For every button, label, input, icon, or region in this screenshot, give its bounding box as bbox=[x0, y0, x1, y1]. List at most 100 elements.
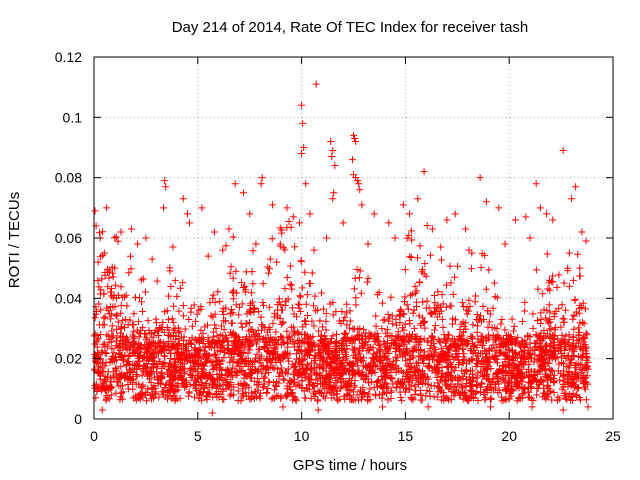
data-point bbox=[355, 180, 363, 188]
axis-ticks bbox=[93, 56, 614, 420]
data-point bbox=[383, 326, 391, 334]
data-point bbox=[450, 342, 458, 350]
data-point bbox=[91, 382, 99, 390]
data-point bbox=[167, 349, 175, 357]
data-point bbox=[468, 393, 476, 401]
data-point bbox=[572, 391, 580, 399]
data-point bbox=[329, 195, 337, 203]
data-point bbox=[114, 318, 122, 326]
data-point bbox=[497, 335, 505, 343]
data-point bbox=[239, 390, 247, 398]
data-point bbox=[452, 353, 460, 361]
data-point bbox=[276, 242, 284, 250]
data-point bbox=[366, 385, 374, 393]
data-point bbox=[231, 180, 239, 188]
data-point bbox=[497, 348, 505, 356]
data-point bbox=[208, 383, 216, 391]
data-point bbox=[504, 339, 512, 347]
data-point bbox=[100, 290, 108, 298]
data-point bbox=[216, 331, 224, 339]
data-point bbox=[204, 334, 212, 342]
data-point bbox=[266, 255, 274, 263]
data-point bbox=[350, 285, 358, 293]
data-point bbox=[117, 309, 125, 317]
data-point bbox=[269, 201, 277, 209]
data-point bbox=[220, 377, 228, 385]
data-point bbox=[382, 329, 390, 337]
data-point bbox=[334, 364, 342, 372]
data-point bbox=[333, 395, 341, 403]
data-point bbox=[169, 343, 177, 351]
data-point bbox=[241, 288, 249, 296]
data-point bbox=[111, 234, 119, 242]
data-point bbox=[466, 303, 474, 311]
data-point bbox=[266, 265, 274, 273]
data-point bbox=[579, 352, 587, 360]
data-point bbox=[278, 306, 286, 314]
data-point bbox=[248, 374, 256, 382]
data-point bbox=[388, 339, 396, 347]
data-point bbox=[268, 235, 276, 243]
data-point bbox=[350, 381, 358, 389]
data-point bbox=[566, 390, 574, 398]
data-point bbox=[352, 294, 360, 302]
data-point bbox=[230, 337, 238, 345]
data-point bbox=[269, 319, 277, 327]
data-point bbox=[406, 317, 414, 325]
data-point bbox=[420, 370, 428, 378]
data-point bbox=[122, 372, 130, 380]
data-point bbox=[183, 347, 191, 355]
data-point bbox=[113, 311, 121, 319]
data-point bbox=[197, 326, 205, 334]
data-point bbox=[428, 225, 436, 233]
data-point bbox=[346, 317, 354, 325]
data-point bbox=[383, 355, 391, 363]
data-point bbox=[583, 331, 591, 339]
data-point bbox=[466, 394, 474, 402]
data-point bbox=[381, 316, 389, 324]
data-point bbox=[562, 332, 570, 340]
data-point bbox=[148, 255, 156, 263]
data-point bbox=[560, 315, 568, 323]
data-point bbox=[196, 391, 204, 399]
data-point bbox=[315, 341, 323, 349]
data-point bbox=[135, 380, 143, 388]
data-point bbox=[215, 358, 223, 366]
data-point bbox=[503, 331, 511, 339]
data-point bbox=[462, 319, 470, 327]
data-point bbox=[230, 383, 238, 391]
data-point bbox=[91, 314, 99, 322]
data-point bbox=[354, 350, 362, 358]
data-point bbox=[132, 370, 140, 378]
data-point bbox=[314, 397, 322, 405]
data-point bbox=[271, 345, 279, 353]
data-point bbox=[247, 309, 255, 317]
data-point bbox=[459, 395, 467, 403]
data-point bbox=[258, 174, 266, 182]
data-point bbox=[229, 295, 237, 303]
data-point bbox=[553, 283, 561, 291]
data-point bbox=[298, 330, 306, 338]
data-point bbox=[264, 334, 272, 342]
data-point bbox=[248, 365, 256, 373]
data-point bbox=[546, 325, 554, 333]
data-point bbox=[153, 343, 161, 351]
data-point bbox=[319, 344, 327, 352]
data-point bbox=[136, 395, 144, 403]
data-point bbox=[379, 390, 387, 398]
data-point bbox=[355, 367, 363, 375]
data-point bbox=[387, 374, 395, 382]
data-point bbox=[320, 357, 328, 365]
data-point bbox=[278, 226, 286, 234]
data-point bbox=[537, 309, 545, 317]
data-point bbox=[396, 312, 404, 320]
data-point bbox=[502, 395, 510, 403]
data-point bbox=[118, 323, 126, 331]
data-point bbox=[415, 312, 423, 320]
data-point bbox=[484, 362, 492, 370]
data-point bbox=[358, 201, 366, 209]
data-point bbox=[407, 254, 415, 262]
x-tick-label: 0 bbox=[90, 428, 98, 444]
data-point bbox=[179, 312, 187, 320]
data-point bbox=[301, 394, 309, 402]
